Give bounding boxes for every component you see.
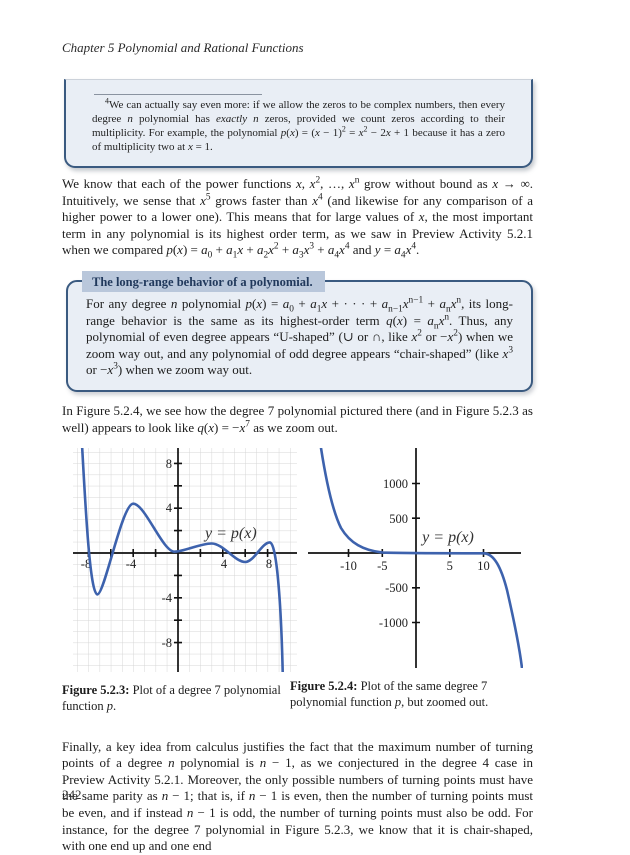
polynomial-curve — [319, 448, 523, 669]
figure-caption: Figure 5.2.4: Plot of the same degree 7 … — [290, 678, 536, 710]
figure-caption-label: Figure 5.2.4: — [290, 679, 358, 694]
footnote-marker: 4 — [105, 96, 109, 106]
x-tick-label: 5 — [447, 559, 453, 573]
plot-degree7-zoomed-in: -8 -4 4 8 8 4 -4 -8 y = p(x) — [73, 448, 297, 673]
figure-caption-label: Figure 5.2.3: — [62, 683, 130, 698]
y-tick-label: -4 — [162, 591, 173, 605]
behavior-box-title: The long-range behavior of a polynomial. — [82, 270, 325, 293]
curve-label: y = p(x) — [420, 529, 474, 546]
footnote-text: 4We can actually say even more: if we al… — [92, 96, 505, 154]
long-range-behavior-box: The long-range behavior of a polynomial.… — [66, 270, 533, 392]
y-tick-label: -500 — [385, 581, 408, 595]
page-number: 242 — [62, 787, 82, 802]
behavior-box-body: For any degree n polynomial p(x) = a0 + … — [86, 295, 514, 378]
figure-caption-text: Plot of the same degree 7 polynomial fun… — [290, 679, 489, 710]
grid-background — [73, 448, 297, 673]
figure-5-2-3: -8 -4 4 8 8 4 -4 -8 y = p(x) Figure 5.2.… — [62, 448, 297, 727]
curve-label: y = p(x) — [203, 525, 257, 542]
figures-row: -8 -4 4 8 8 4 -4 -8 y = p(x) Figure 5.2.… — [62, 448, 533, 727]
x-tick-label: 10 — [477, 559, 490, 573]
y-tick-label: 1000 — [383, 477, 408, 491]
polynomial-curve — [80, 448, 284, 673]
x-tick-label: 4 — [221, 557, 228, 571]
plot-degree7-zoomed-out: -10 -5 5 10 1000 500 -500 -1000 y = p(x) — [308, 448, 523, 669]
y-tick-label: -1000 — [379, 616, 408, 630]
footnote-separator-rule — [94, 94, 262, 95]
paragraph-turning-points: Finally, a key idea from calculus justif… — [62, 738, 534, 854]
chapter-header: Chapter 5 Polynomial and Rational Functi… — [62, 40, 304, 55]
paragraph-power-functions: We know that each of the power functions… — [62, 175, 534, 261]
x-tick-label: -5 — [377, 559, 387, 573]
figure-caption-text: Plot of a degree 7 polynomial function p… — [62, 683, 281, 714]
footnote-box: 4We can actually say even more: if we al… — [64, 79, 533, 168]
y-tick-label: 500 — [389, 512, 408, 526]
figure-caption: Figure 5.2.3: Plot of a degree 7 polynom… — [62, 682, 287, 714]
x-tick-label: -4 — [126, 557, 137, 571]
y-tick-label: -8 — [162, 636, 172, 650]
footnote-body: We can actually say even more: if we all… — [92, 99, 505, 153]
y-tick-label: 4 — [166, 501, 173, 515]
x-tick-label: 8 — [266, 557, 272, 571]
figure-5-2-4: -10 -5 5 10 1000 500 -500 -1000 y = p(x)… — [290, 448, 536, 727]
x-tick-label: -10 — [340, 559, 357, 573]
paragraph-figure-intro: In Figure 5.2.4, we see how the degree 7… — [62, 402, 533, 435]
x-tick-label: -8 — [81, 557, 91, 571]
y-tick-label: 8 — [166, 457, 172, 471]
